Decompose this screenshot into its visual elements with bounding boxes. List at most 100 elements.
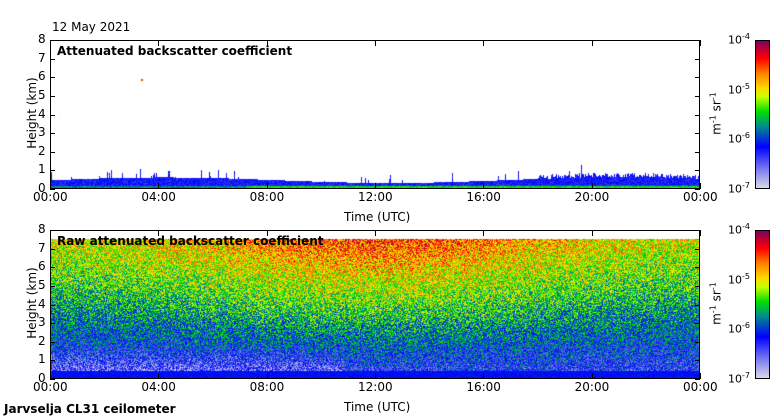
y-tick [50, 58, 55, 60]
y-tick-label: 3 [38, 315, 46, 330]
y-tick [50, 341, 55, 343]
unit-sr: sr [709, 100, 724, 116]
x-tick [700, 183, 701, 189]
y-axis-label: Height (km) [25, 77, 39, 149]
x-tick [483, 40, 485, 46]
y-tick [695, 151, 700, 153]
x-tick [375, 230, 376, 236]
y-tick [695, 189, 700, 190]
y-tick [695, 40, 700, 41]
y-tick [50, 40, 55, 41]
x-tick [158, 230, 160, 236]
x-tick-label: 16:00 [466, 190, 501, 204]
x-tick-label: 00:00 [683, 190, 718, 204]
x-tick [591, 183, 593, 189]
y-tick-label: 1 [38, 352, 46, 367]
y-tick-label: 7 [38, 240, 46, 255]
x-tick-label: 16:00 [466, 380, 501, 394]
unit-exp: -1 [708, 282, 718, 291]
y-tick [695, 304, 700, 306]
y-tick [695, 170, 700, 172]
exponent: -5 [742, 271, 750, 281]
x-tick [483, 230, 485, 236]
colorbar-tick-label: 10-4 [728, 222, 750, 237]
x-tick [266, 40, 268, 46]
y-tick-label: 8 [38, 32, 46, 46]
x-tick [266, 373, 268, 379]
y-tick-label: 3 [38, 125, 46, 140]
y-tick [50, 323, 55, 325]
x-tick [375, 40, 376, 46]
y-tick [695, 58, 700, 60]
y-tick-label: 4 [38, 106, 46, 121]
colorbar-tick-label: 10-6 [728, 321, 750, 336]
y-tick [50, 170, 55, 172]
y-tick [50, 360, 55, 362]
y-tick [695, 267, 700, 269]
y-tick [50, 285, 55, 287]
y-tick-label: 6 [38, 69, 46, 84]
y-tick [50, 189, 55, 190]
y-tick [695, 248, 700, 250]
y-tick [695, 230, 700, 231]
x-tick [158, 40, 160, 46]
x-tick [50, 40, 51, 46]
x-tick [158, 183, 160, 189]
y-tick-label: 2 [38, 333, 46, 348]
exponent: -6 [742, 131, 750, 141]
y-tick [50, 77, 55, 79]
y-tick-label: 0 [38, 371, 46, 385]
x-tick-label: 12:00 [358, 190, 393, 204]
x-tick [375, 183, 376, 189]
unit-m: m [709, 313, 724, 325]
exponent: -6 [742, 321, 750, 331]
x-tick-label: 08:00 [249, 380, 285, 394]
x-tick-label: 00:00 [33, 380, 68, 394]
heatmap-canvas [51, 41, 699, 188]
unit-m: m [709, 123, 724, 135]
x-tick [50, 183, 51, 189]
unit-exp: -1 [708, 92, 718, 101]
x-tick [591, 373, 593, 379]
x-tick-label: 00:00 [683, 380, 718, 394]
y-tick [50, 379, 55, 380]
plot-panel-2: Raw attenuated backscatter coefficient [50, 230, 700, 379]
exponent: -7 [742, 371, 750, 380]
x-tick [266, 183, 268, 189]
y-tick-label: 4 [38, 296, 46, 311]
y-tick-label: 7 [38, 50, 46, 65]
x-tick [375, 373, 376, 379]
y-tick-label: 0 [38, 181, 46, 195]
y-tick [695, 360, 700, 362]
y-tick-label: 1 [38, 162, 46, 177]
y-tick [50, 304, 55, 306]
x-tick-label: 20:00 [574, 190, 610, 204]
y-tick [695, 379, 700, 380]
colorbar-tick-label: 10-4 [728, 32, 750, 47]
y-tick-label: 6 [38, 259, 46, 274]
x-tick [483, 183, 485, 189]
colorbar [755, 230, 770, 379]
unit-exp: -1 [708, 305, 718, 314]
x-tick [591, 40, 593, 46]
date-label: 12 May 2021 [52, 20, 131, 34]
y-axis-label: Height (km) [25, 267, 39, 339]
y-tick [50, 133, 55, 135]
exponent: -5 [742, 81, 750, 91]
x-tick [50, 373, 51, 379]
colorbar-tick-label: 10-5 [728, 271, 750, 287]
instrument-label: Jarvselja CL31 ceilometer [4, 402, 176, 416]
exponent: -7 [742, 181, 750, 190]
x-tick-label: 04:00 [141, 190, 176, 204]
unit-exp: -1 [708, 115, 718, 124]
y-tick [695, 323, 700, 325]
x-tick [700, 40, 701, 46]
colorbar-tick-label: 10-7 [728, 371, 750, 386]
x-tick-label: 04:00 [141, 380, 176, 394]
colorbar [755, 40, 770, 189]
exponent: -4 [742, 32, 750, 41]
colorbar-unit-label: m-1 sr-1 [709, 84, 724, 144]
y-tick-label: 8 [38, 222, 46, 236]
colorbar-tick-label: 10-7 [728, 181, 750, 196]
